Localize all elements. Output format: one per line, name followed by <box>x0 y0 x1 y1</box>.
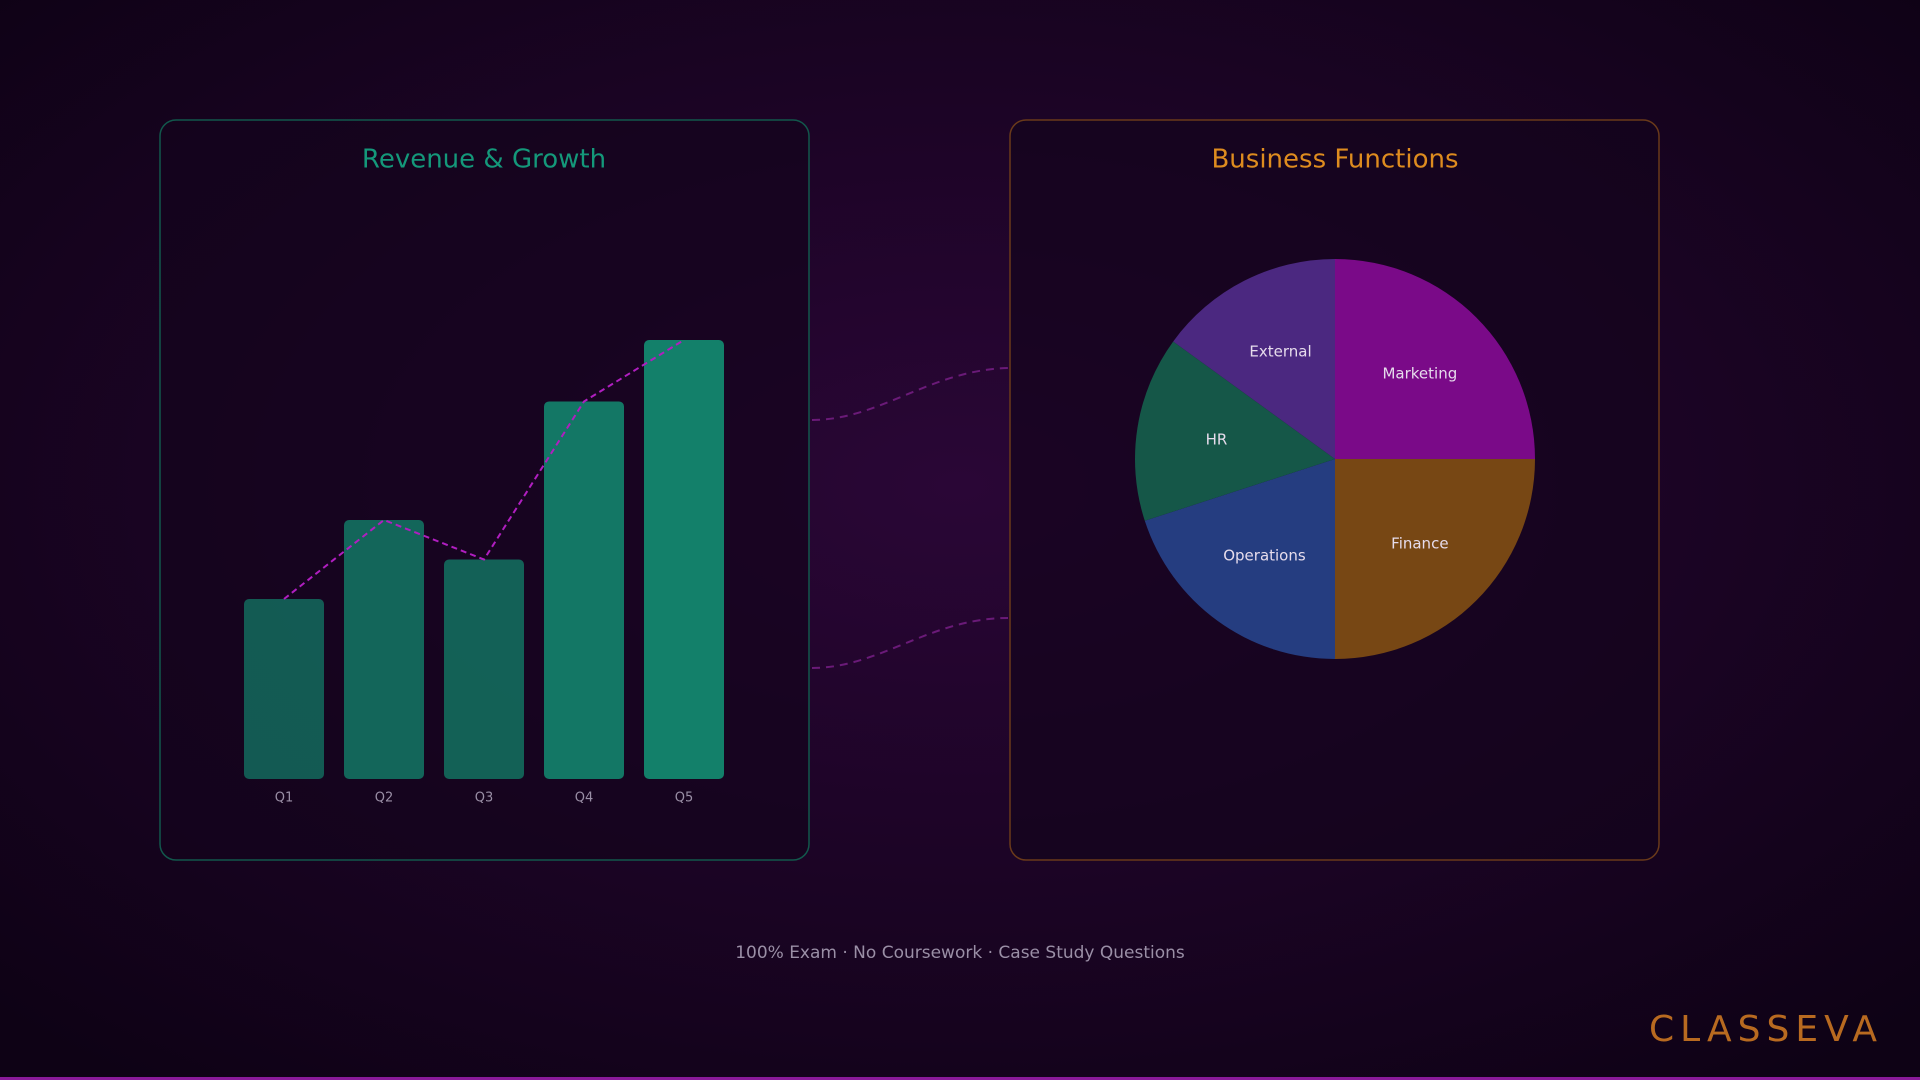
bar <box>344 519 424 779</box>
slice-label: Finance <box>1391 534 1448 552</box>
footer-text: 100% Exam · No Coursework · Case Study Q… <box>735 943 1185 963</box>
chart-title: Business Functions <box>1211 145 1458 175</box>
connector <box>811 367 1009 421</box>
slice-label: Operations <box>1223 547 1306 565</box>
bar <box>444 559 524 779</box>
x-tick-label: Q5 <box>675 791 694 806</box>
pie-slice <box>1335 459 1535 659</box>
x-tick-label: Q4 <box>575 791 594 806</box>
chart-title: Revenue & Growth <box>362 145 606 175</box>
pie-slice <box>1335 259 1535 459</box>
slice-label: HR <box>1206 431 1228 449</box>
pie-slice <box>1144 459 1335 659</box>
brand-logo: CLASSEVA <box>1649 1009 1883 1050</box>
connector <box>811 617 1009 669</box>
pie-slice <box>1135 341 1335 521</box>
x-tick-label: Q1 <box>275 791 294 806</box>
x-tick-label: Q2 <box>375 791 394 806</box>
bar <box>244 599 324 779</box>
slice-label: External <box>1249 343 1311 361</box>
bar <box>544 401 624 779</box>
slice-label: Marketing <box>1382 365 1457 383</box>
bar <box>644 340 724 779</box>
pie-slice <box>1173 259 1335 459</box>
bottom-bar <box>0 1077 1920 1080</box>
trend-line <box>283 339 685 600</box>
x-tick-label: Q3 <box>475 791 494 806</box>
